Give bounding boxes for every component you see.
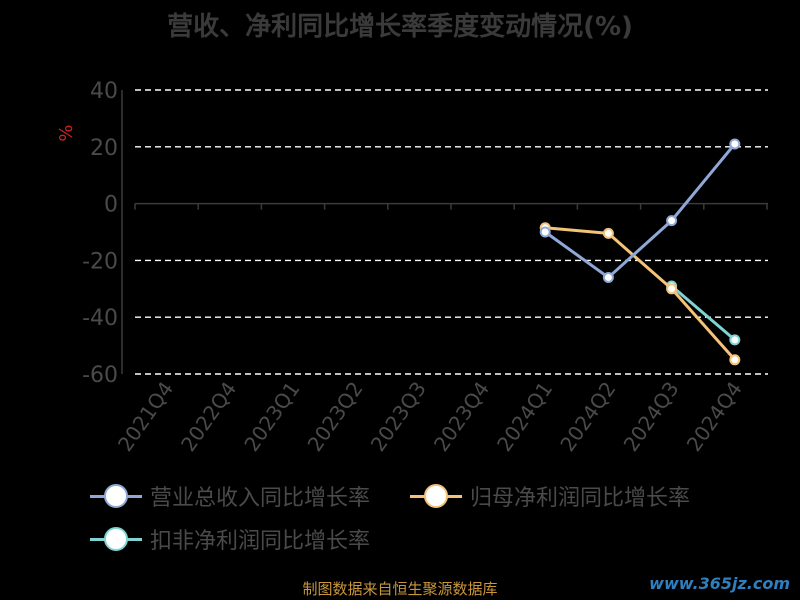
- data-point: [729, 334, 741, 346]
- chart-title: 营收、净利同比增长率季度变动情况(%): [167, 12, 633, 42]
- x-tick-label: 2022Q4: [176, 377, 241, 456]
- legend-item-revenue[interactable]: 营业总收入同比增长率: [90, 480, 370, 512]
- legend-marker-deducted-profit: [90, 526, 142, 552]
- legend-marker-revenue: [90, 483, 142, 509]
- y-axis-label: %: [56, 124, 77, 141]
- data-point: [602, 271, 614, 283]
- legend-label-deducted-profit: 扣非净利润同比增长率: [150, 529, 371, 554]
- x-tick-label: 2021Q4: [113, 377, 178, 456]
- y-tick-label: 0: [104, 193, 118, 218]
- data-point: [602, 227, 614, 239]
- source-note: 制图数据来自恒生聚源数据库: [302, 580, 498, 598]
- axes: [121, 90, 768, 374]
- y-tick-label: -40: [82, 306, 118, 331]
- x-tick-label: 2023Q4: [429, 377, 494, 456]
- x-tick-label: 2023Q3: [366, 377, 431, 456]
- x-tick-label: 2024Q4: [682, 377, 747, 456]
- data-point: [666, 215, 678, 227]
- x-tick-label: 2023Q1: [239, 377, 304, 456]
- x-tick-label: 2024Q2: [555, 377, 620, 456]
- x-tick-label: 2023Q2: [303, 377, 368, 456]
- y-tick-label: -20: [82, 249, 118, 274]
- series-line: [670, 284, 736, 342]
- data-point: [539, 226, 551, 238]
- data-point: [666, 283, 678, 295]
- series-line: [544, 143, 736, 279]
- legend-item-deducted-profit[interactable]: 扣非净利润同比增长率: [90, 523, 370, 555]
- series-line: [545, 226, 736, 361]
- legend-marker-net-profit: [410, 483, 462, 509]
- y-tick-label: 40: [90, 79, 118, 104]
- grid-lines: [135, 89, 768, 375]
- data-point: [729, 138, 741, 150]
- series-lines: [539, 138, 741, 366]
- y-tick-label: 20: [90, 136, 118, 161]
- data-point: [729, 354, 741, 366]
- x-tick-label: 2024Q1: [492, 377, 557, 456]
- legend-label-net-profit: 归母净利润同比增长率: [470, 486, 691, 511]
- y-tick-label: -60: [82, 363, 118, 388]
- x-tick-label: 2024Q3: [619, 377, 684, 456]
- legend-label-revenue: 营业总收入同比增长率: [150, 486, 371, 511]
- legend-item-net-profit[interactable]: 归母净利润同比增长率: [410, 480, 690, 512]
- watermark: www.365jz.com: [649, 574, 790, 593]
